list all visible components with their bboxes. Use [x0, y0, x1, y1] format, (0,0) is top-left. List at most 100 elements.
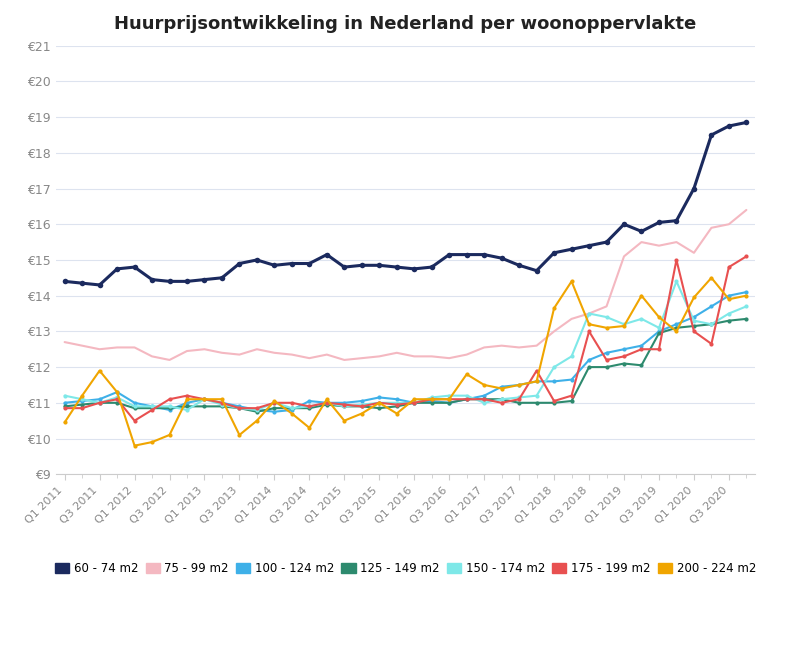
125 - 149 m2: [724, 317, 734, 324]
60 - 74 m2: [549, 249, 559, 257]
200 - 224 m2: [392, 409, 401, 417]
175 - 199 m2: [60, 404, 70, 412]
75 - 99 m2: [602, 302, 611, 310]
60 - 74 m2: [147, 276, 157, 284]
60 - 74 m2: [741, 118, 751, 126]
60 - 74 m2: [724, 122, 734, 130]
175 - 199 m2: [706, 340, 716, 348]
Line: 150 - 174 m2: 150 - 174 m2: [62, 279, 749, 412]
75 - 99 m2: [461, 351, 471, 358]
200 - 224 m2: [357, 409, 367, 417]
150 - 174 m2: [619, 320, 629, 328]
175 - 199 m2: [392, 401, 401, 409]
200 - 224 m2: [461, 370, 471, 378]
Line: 200 - 224 m2: 200 - 224 m2: [62, 276, 749, 448]
150 - 174 m2: [741, 302, 751, 310]
100 - 124 m2: [741, 288, 751, 296]
60 - 74 m2: [654, 218, 664, 226]
125 - 149 m2: [672, 324, 681, 332]
100 - 124 m2: [619, 345, 629, 353]
100 - 124 m2: [217, 399, 227, 407]
75 - 99 m2: [741, 206, 751, 214]
150 - 174 m2: [532, 392, 542, 400]
100 - 124 m2: [287, 406, 297, 414]
75 - 99 m2: [357, 354, 367, 362]
150 - 174 m2: [287, 404, 297, 412]
60 - 74 m2: [304, 260, 314, 267]
200 - 224 m2: [234, 431, 244, 439]
200 - 224 m2: [217, 395, 227, 403]
100 - 124 m2: [689, 313, 699, 321]
100 - 124 m2: [654, 328, 664, 336]
200 - 224 m2: [549, 304, 559, 312]
125 - 149 m2: [514, 399, 524, 407]
75 - 99 m2: [514, 343, 524, 351]
150 - 174 m2: [165, 402, 174, 410]
175 - 199 m2: [497, 399, 507, 407]
125 - 149 m2: [741, 315, 751, 323]
175 - 199 m2: [200, 395, 209, 403]
Line: 175 - 199 m2: 175 - 199 m2: [62, 254, 749, 422]
60 - 74 m2: [444, 250, 454, 258]
125 - 149 m2: [619, 360, 629, 368]
200 - 224 m2: [497, 385, 507, 392]
175 - 199 m2: [514, 395, 524, 403]
175 - 199 m2: [147, 406, 157, 414]
200 - 224 m2: [479, 381, 489, 389]
200 - 224 m2: [584, 320, 594, 328]
175 - 199 m2: [724, 263, 734, 271]
75 - 99 m2: [619, 252, 629, 260]
100 - 124 m2: [672, 320, 681, 328]
125 - 149 m2: [689, 322, 699, 330]
175 - 199 m2: [95, 399, 105, 407]
125 - 149 m2: [322, 401, 332, 409]
150 - 174 m2: [269, 399, 279, 407]
200 - 224 m2: [130, 441, 139, 449]
125 - 149 m2: [461, 395, 471, 403]
175 - 199 m2: [182, 392, 192, 400]
150 - 174 m2: [514, 394, 524, 402]
150 - 174 m2: [706, 320, 716, 328]
200 - 224 m2: [514, 381, 524, 389]
75 - 99 m2: [567, 315, 577, 323]
125 - 149 m2: [252, 408, 262, 416]
175 - 199 m2: [619, 353, 629, 360]
200 - 224 m2: [60, 419, 70, 426]
100 - 124 m2: [602, 349, 611, 356]
150 - 174 m2: [567, 353, 577, 360]
75 - 99 m2: [410, 353, 419, 360]
100 - 124 m2: [549, 377, 559, 385]
100 - 124 m2: [532, 377, 542, 385]
75 - 99 m2: [60, 338, 70, 346]
60 - 74 m2: [165, 277, 174, 285]
60 - 74 m2: [269, 262, 279, 269]
175 - 199 m2: [410, 399, 419, 407]
200 - 224 m2: [567, 277, 577, 285]
100 - 124 m2: [340, 399, 350, 407]
150 - 174 m2: [60, 392, 70, 400]
150 - 174 m2: [654, 324, 664, 332]
125 - 149 m2: [287, 404, 297, 412]
75 - 99 m2: [322, 351, 332, 358]
100 - 124 m2: [200, 395, 209, 403]
60 - 74 m2: [392, 263, 401, 271]
75 - 99 m2: [689, 249, 699, 257]
100 - 124 m2: [706, 302, 716, 310]
60 - 74 m2: [619, 220, 629, 228]
150 - 174 m2: [461, 392, 471, 400]
200 - 224 m2: [532, 377, 542, 385]
125 - 149 m2: [497, 395, 507, 403]
150 - 174 m2: [497, 395, 507, 403]
60 - 74 m2: [234, 260, 244, 267]
200 - 224 m2: [741, 292, 751, 300]
200 - 224 m2: [689, 294, 699, 301]
75 - 99 m2: [340, 356, 350, 364]
100 - 124 m2: [444, 399, 454, 407]
60 - 74 m2: [95, 281, 105, 289]
100 - 124 m2: [375, 394, 384, 402]
60 - 74 m2: [637, 228, 646, 235]
200 - 224 m2: [322, 395, 332, 403]
100 - 124 m2: [567, 375, 577, 383]
125 - 149 m2: [77, 401, 87, 409]
150 - 174 m2: [234, 404, 244, 412]
